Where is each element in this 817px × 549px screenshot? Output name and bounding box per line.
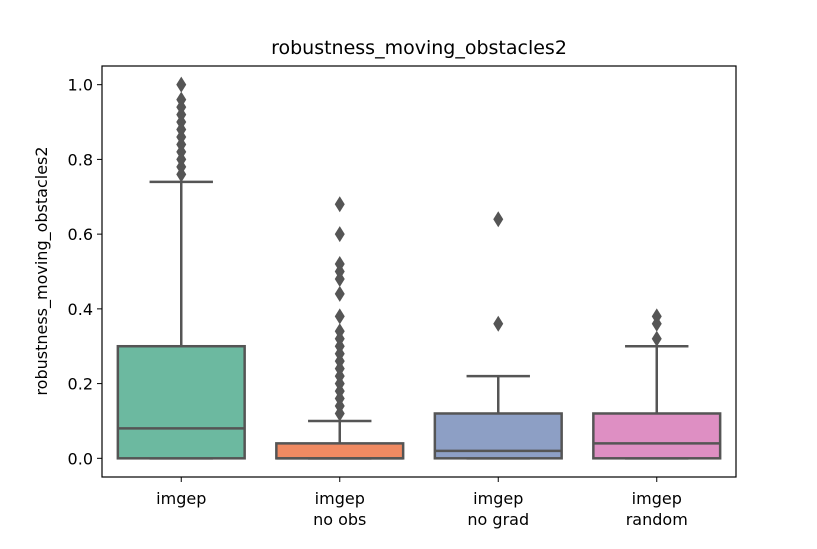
plot-frame: [101, 65, 737, 478]
x-tick-label: imgep no grad: [467, 489, 529, 529]
y-tick-label: 0.2: [68, 375, 93, 394]
flier: [176, 91, 187, 108]
x-tick-label: imgep random: [626, 489, 688, 529]
chart-title: robustness_moving_obstacles2: [271, 37, 567, 59]
flier: [334, 308, 345, 325]
flier: [334, 256, 345, 273]
y-tick-label: 0.8: [68, 150, 93, 169]
flier: [493, 315, 504, 332]
x-tick-label: imgep no obs: [313, 489, 366, 529]
y-tick-label: 0.6: [68, 225, 93, 244]
flier: [651, 330, 662, 347]
flier: [334, 285, 345, 302]
y-axis-label: robustness_moving_obstacles2: [32, 146, 52, 395]
y-tick-label: 0.4: [68, 300, 93, 319]
flier: [334, 323, 345, 340]
y-tick-label: 1.0: [68, 76, 93, 95]
flier: [651, 308, 662, 325]
x-tick-label: imgep: [156, 489, 206, 508]
flier: [493, 211, 504, 228]
box: [116, 344, 246, 460]
flier: [334, 226, 345, 243]
y-tick-label: 0.0: [68, 449, 93, 468]
box: [275, 442, 405, 460]
flier: [334, 196, 345, 213]
flier: [176, 76, 187, 93]
box: [592, 412, 722, 460]
